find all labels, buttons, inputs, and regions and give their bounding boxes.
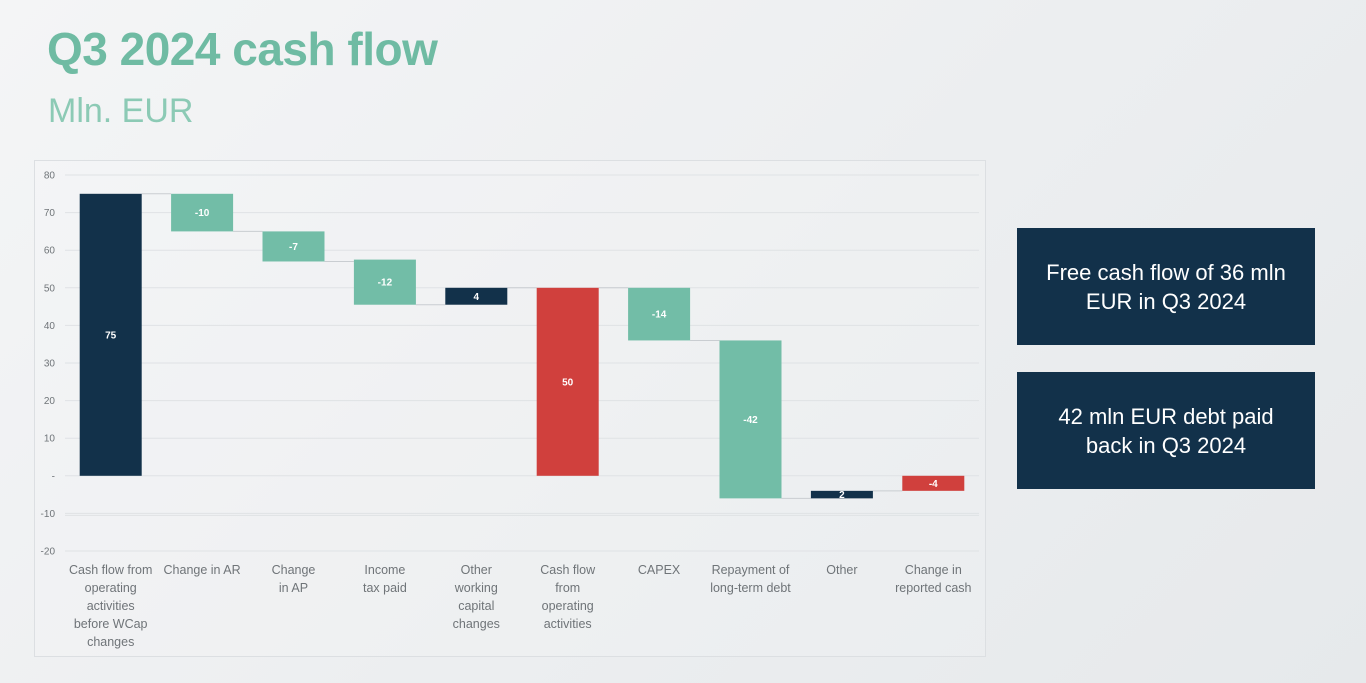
x-category-label: changes xyxy=(87,635,134,649)
x-category-label: Other xyxy=(826,563,857,577)
data-label: -14 xyxy=(652,310,667,321)
waterfall-bar xyxy=(171,193,234,232)
y-tick-label: 70 xyxy=(44,208,56,219)
x-category-label: working xyxy=(454,581,498,595)
data-label: 75 xyxy=(105,330,117,341)
y-tick-label: - xyxy=(52,471,55,482)
debt-repayment-callout: 42 mln EUR debt paid back in Q3 2024 xyxy=(1017,372,1315,489)
waterfall-bar xyxy=(628,287,691,341)
x-category-label: Change in xyxy=(905,563,962,577)
y-tick-label: 60 xyxy=(44,246,56,257)
data-label: -7 xyxy=(289,242,298,253)
x-category-label: Repayment of xyxy=(712,563,790,577)
waterfall-bar xyxy=(719,340,782,499)
x-category-label: changes xyxy=(453,617,500,631)
waterfall-bar xyxy=(902,475,965,491)
waterfall-bar xyxy=(353,259,416,305)
y-tick-label: -10 xyxy=(41,509,56,520)
x-category-label: activities xyxy=(87,599,135,613)
data-label: 2 xyxy=(839,490,845,501)
waterfall-bar xyxy=(79,193,142,476)
waterfall-bar xyxy=(536,287,599,476)
x-category-label: CAPEX xyxy=(638,563,681,577)
data-label: -4 xyxy=(929,479,938,490)
page-title: Q3 2024 cash flow xyxy=(47,23,438,75)
waterfall-chart: 80 70 60 50 40 30 20 10 - -10 -20 75 Cash flow from o… xyxy=(34,160,986,657)
x-category-label: Income xyxy=(364,563,405,577)
x-category-label: activities xyxy=(544,617,592,631)
y-tick-label: 20 xyxy=(44,396,56,407)
x-category-label: Change in AR xyxy=(164,563,241,577)
x-category-label: long-term debt xyxy=(710,581,791,595)
x-category-label: Other xyxy=(461,563,492,577)
waterfall-bar xyxy=(810,490,873,499)
waterfall-bar xyxy=(262,231,325,262)
x-category-label: from xyxy=(555,581,580,595)
y-tick-label: 40 xyxy=(44,321,56,332)
waterfall-bar xyxy=(445,287,508,305)
data-label: -42 xyxy=(743,415,758,426)
x-category-label: Change xyxy=(272,563,316,577)
page-subtitle: Mln. EUR xyxy=(48,92,194,130)
data-label: 4 xyxy=(474,292,480,303)
y-tick-label: -20 xyxy=(41,547,56,558)
x-category-label: in AP xyxy=(279,581,308,595)
y-tick-label: 10 xyxy=(44,434,56,445)
x-category-label: capital xyxy=(458,599,494,613)
x-category-label: Cash flow xyxy=(540,563,596,577)
x-category-label: operating xyxy=(542,599,594,613)
y-tick-label: 50 xyxy=(44,283,56,294)
data-label: 50 xyxy=(562,377,574,388)
y-tick-label: 80 xyxy=(44,171,56,182)
x-category-label: tax paid xyxy=(363,581,407,595)
x-category-label: before WCap xyxy=(74,617,148,631)
x-category-label: operating xyxy=(85,581,137,595)
data-label: -10 xyxy=(195,208,210,219)
x-category-label: Cash flow from xyxy=(69,563,152,577)
data-label: -12 xyxy=(378,278,393,289)
waterfall-chart-svg: 80 70 60 50 40 30 20 10 - -10 -20 75 Cash flow from o… xyxy=(41,171,979,649)
free-cash-flow-callout: Free cash flow of 36 mln EUR in Q3 2024 xyxy=(1017,228,1315,345)
y-tick-label: 30 xyxy=(44,359,56,370)
x-category-label: reported cash xyxy=(895,581,971,595)
